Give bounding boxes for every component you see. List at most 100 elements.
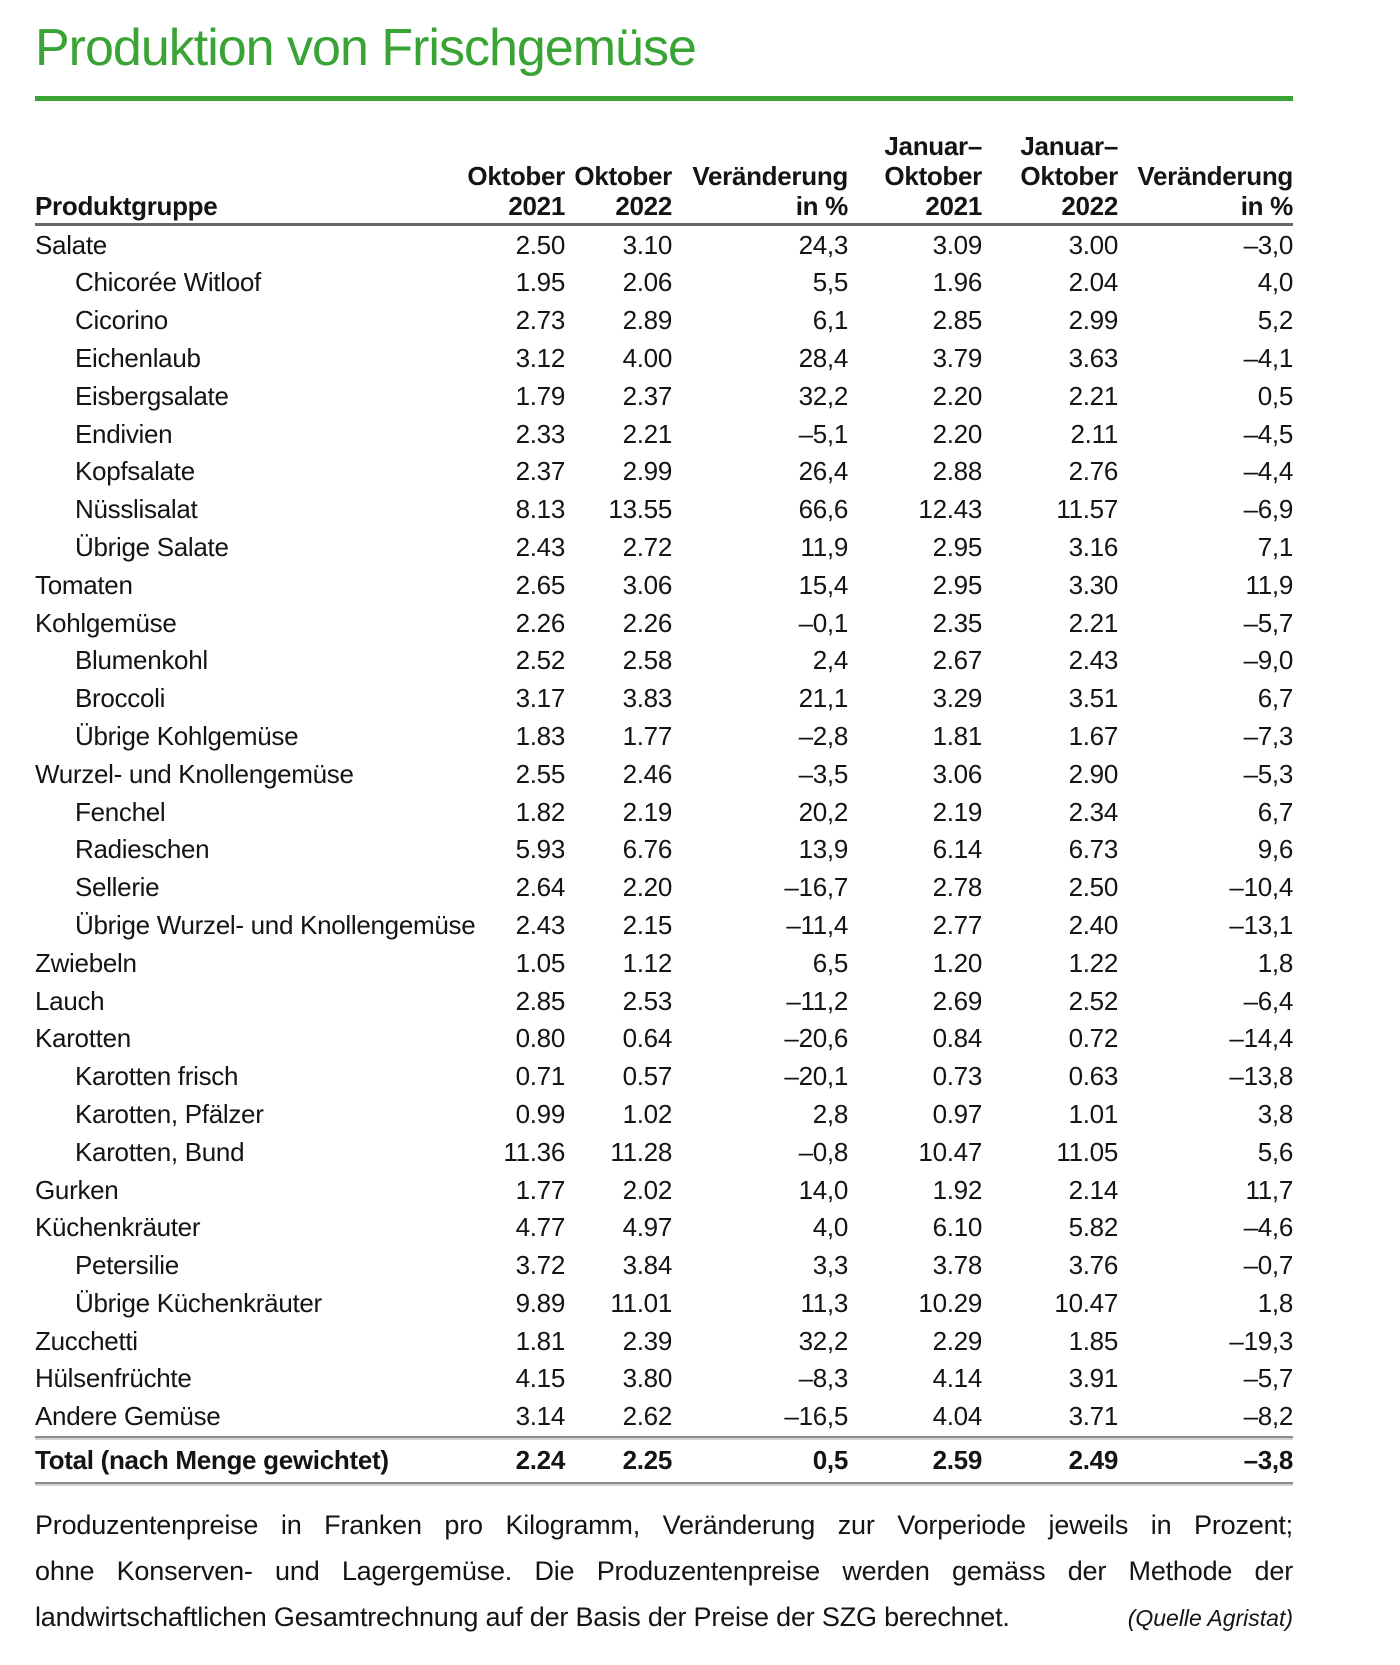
value-cell: 3.06 (622, 569, 673, 600)
value-cell: 3.30 (1068, 569, 1119, 600)
value-cell: 2.21 (622, 418, 673, 449)
value-cell: 2.67 (932, 645, 983, 676)
value-cell: 1.67 (1068, 720, 1119, 751)
value-cell: 2.21 (1068, 380, 1119, 411)
table-row: Cicorino 2.73 2.89 6,1 2.85 2.99 5,2 (35, 302, 1293, 340)
value-cell: 2.02 (622, 1174, 673, 1205)
table-row: Radieschen 5.93 6.76 13,9 6.14 6.73 9,6 (35, 831, 1293, 869)
value-cell: 1.02 (622, 1098, 673, 1129)
value-cell: 4.97 (622, 1212, 673, 1243)
table-row: Übrige Salate 2.43 2.72 11,9 2.95 3.16 7,1 (35, 529, 1293, 567)
value-cell: 0,5 (1257, 380, 1294, 411)
product-label: Karotten (35, 1023, 131, 1054)
product-label: Lauch (35, 985, 105, 1016)
value-cell: 2.34 (1068, 796, 1119, 827)
value-cell: 11.28 (610, 1136, 672, 1167)
value-cell: 24,3 (798, 229, 849, 260)
product-label: Gurken (35, 1174, 119, 1205)
value-cell: 11,9 (1245, 569, 1294, 600)
value-cell: 1,8 (1257, 1287, 1294, 1318)
value-cell: 4.15 (515, 1363, 566, 1394)
product-label: Broccoli (75, 683, 166, 714)
value-cell: 2.58 (622, 645, 673, 676)
total-value-change-jan-oct: –3,8 (1243, 1445, 1294, 1476)
value-cell: –0,7 (1243, 1250, 1294, 1281)
value-cell: 2.26 (515, 607, 566, 638)
product-label: Nüsslisalat (75, 494, 198, 525)
value-cell: 11,7 (1245, 1174, 1294, 1205)
value-cell: –4,5 (1243, 418, 1294, 449)
value-cell: 2.62 (622, 1401, 673, 1432)
table-row: Übrige Küchenkräuter 9.89 11.01 11,3 10.29 10… (35, 1285, 1293, 1323)
value-cell: –9,0 (1243, 645, 1294, 676)
table-row: Sellerie 2.64 2.20 –16,7 2.78 2.50 –10,4 (35, 869, 1293, 907)
value-cell: 1,8 (1257, 947, 1294, 978)
value-cell: –16,5 (784, 1401, 848, 1432)
value-cell: 11.57 (1056, 494, 1118, 525)
value-cell: 14,0 (798, 1174, 849, 1205)
value-cell: 2.37 (622, 380, 673, 411)
table-row: Gurken 1.77 2.02 14,0 1.92 2.14 11,7 (35, 1171, 1293, 1209)
value-cell: 3.79 (932, 342, 983, 373)
value-cell: 2.15 (622, 909, 673, 940)
value-cell: 10.29 (918, 1287, 982, 1318)
value-cell: 2.99 (622, 456, 673, 487)
column-header: Oktober 2021 (467, 161, 565, 222)
value-cell: 1.77 (515, 1174, 566, 1205)
value-cell: 3.91 (1068, 1363, 1119, 1394)
table-row: Lauch 2.85 2.53 –11,2 2.69 2.52 –6,4 (35, 982, 1293, 1020)
value-cell: 4,0 (1257, 267, 1294, 298)
value-cell: 1.95 (515, 267, 566, 298)
product-label: Zwiebeln (35, 947, 137, 978)
footnote: Produzentenpreise in Franken pro Kilogra… (35, 1502, 1293, 1641)
value-cell: 10.47 (1054, 1287, 1118, 1318)
total-row: Total (nach Menge gewichtet) 2.24 2.25 0… (35, 1440, 1293, 1482)
value-cell: 2.11 (1070, 418, 1119, 449)
product-label: Eisbergsalate (75, 380, 229, 411)
value-cell: 9,6 (1257, 834, 1294, 865)
table-row: Karotten, Pfälzer 0.99 1.02 2,8 0.97 1.01 3,8 (35, 1096, 1293, 1134)
value-cell: –14,4 (1229, 1023, 1293, 1054)
value-cell: 0.73 (932, 1061, 983, 1092)
product-label: Chicorée Witloof (75, 267, 261, 298)
value-cell: –13,1 (1229, 909, 1293, 940)
table-row: Karotten frisch 0.71 0.57 –20,1 0.73 0.63 –13,… (35, 1058, 1293, 1096)
value-cell: 2.55 (515, 758, 566, 789)
table-row: Zwiebeln 1.05 1.12 6,5 1.20 1.22 1,8 (35, 944, 1293, 982)
value-cell: 21,1 (798, 683, 849, 714)
table-row: Wurzel- und Knollengemüse 2.55 2.46 –3,5 3.0… (35, 755, 1293, 793)
value-cell: 2.06 (622, 267, 673, 298)
product-label: Fenchel (75, 796, 166, 827)
value-cell: –13,8 (1229, 1061, 1293, 1092)
value-cell: 3,3 (812, 1250, 849, 1281)
value-cell: 2.21 (1068, 607, 1119, 638)
value-cell: 6,7 (1257, 796, 1294, 827)
value-cell: 6,7 (1257, 683, 1294, 714)
value-cell: 3.80 (622, 1363, 673, 1394)
value-cell: –4,4 (1243, 456, 1294, 487)
value-cell: 2,8 (812, 1098, 849, 1129)
product-label: Kopfsalate (75, 456, 195, 487)
column-header: Veränderung in % (692, 161, 848, 222)
value-cell: 2.46 (622, 758, 673, 789)
value-cell: –6,4 (1243, 985, 1294, 1016)
product-label: Kohlgemüse (35, 607, 177, 638)
total-label: Total (nach Menge gewichtet) (35, 1445, 389, 1476)
product-label: Salate (35, 229, 107, 260)
table-row: Hülsenfrüchte 4.15 3.80 –8,3 4.14 3.91 –5,7 (35, 1360, 1293, 1398)
value-cell: 2.43 (515, 909, 566, 940)
table-header-row: Produktgruppe Oktober 2021 Oktober 2022 Verä… (35, 101, 1293, 227)
product-label: Petersilie (75, 1250, 179, 1281)
product-label: Blumenkohl (75, 645, 208, 676)
value-cell: 1.20 (932, 947, 983, 978)
value-cell: 2.95 (932, 531, 983, 562)
product-group-header: Produktgruppe (35, 191, 218, 222)
value-cell: –7,3 (1243, 720, 1294, 751)
title-rule (35, 96, 1293, 102)
product-label: Übrige Wurzel- und Knollengemüse (75, 909, 476, 940)
value-cell: 2.33 (515, 418, 566, 449)
product-label: Karotten, Pfälzer (75, 1098, 264, 1129)
table-row: Fenchel 1.82 2.19 20,2 2.19 2.34 6,7 (35, 793, 1293, 831)
column-header: Januar– Oktober 2021 (884, 131, 982, 222)
